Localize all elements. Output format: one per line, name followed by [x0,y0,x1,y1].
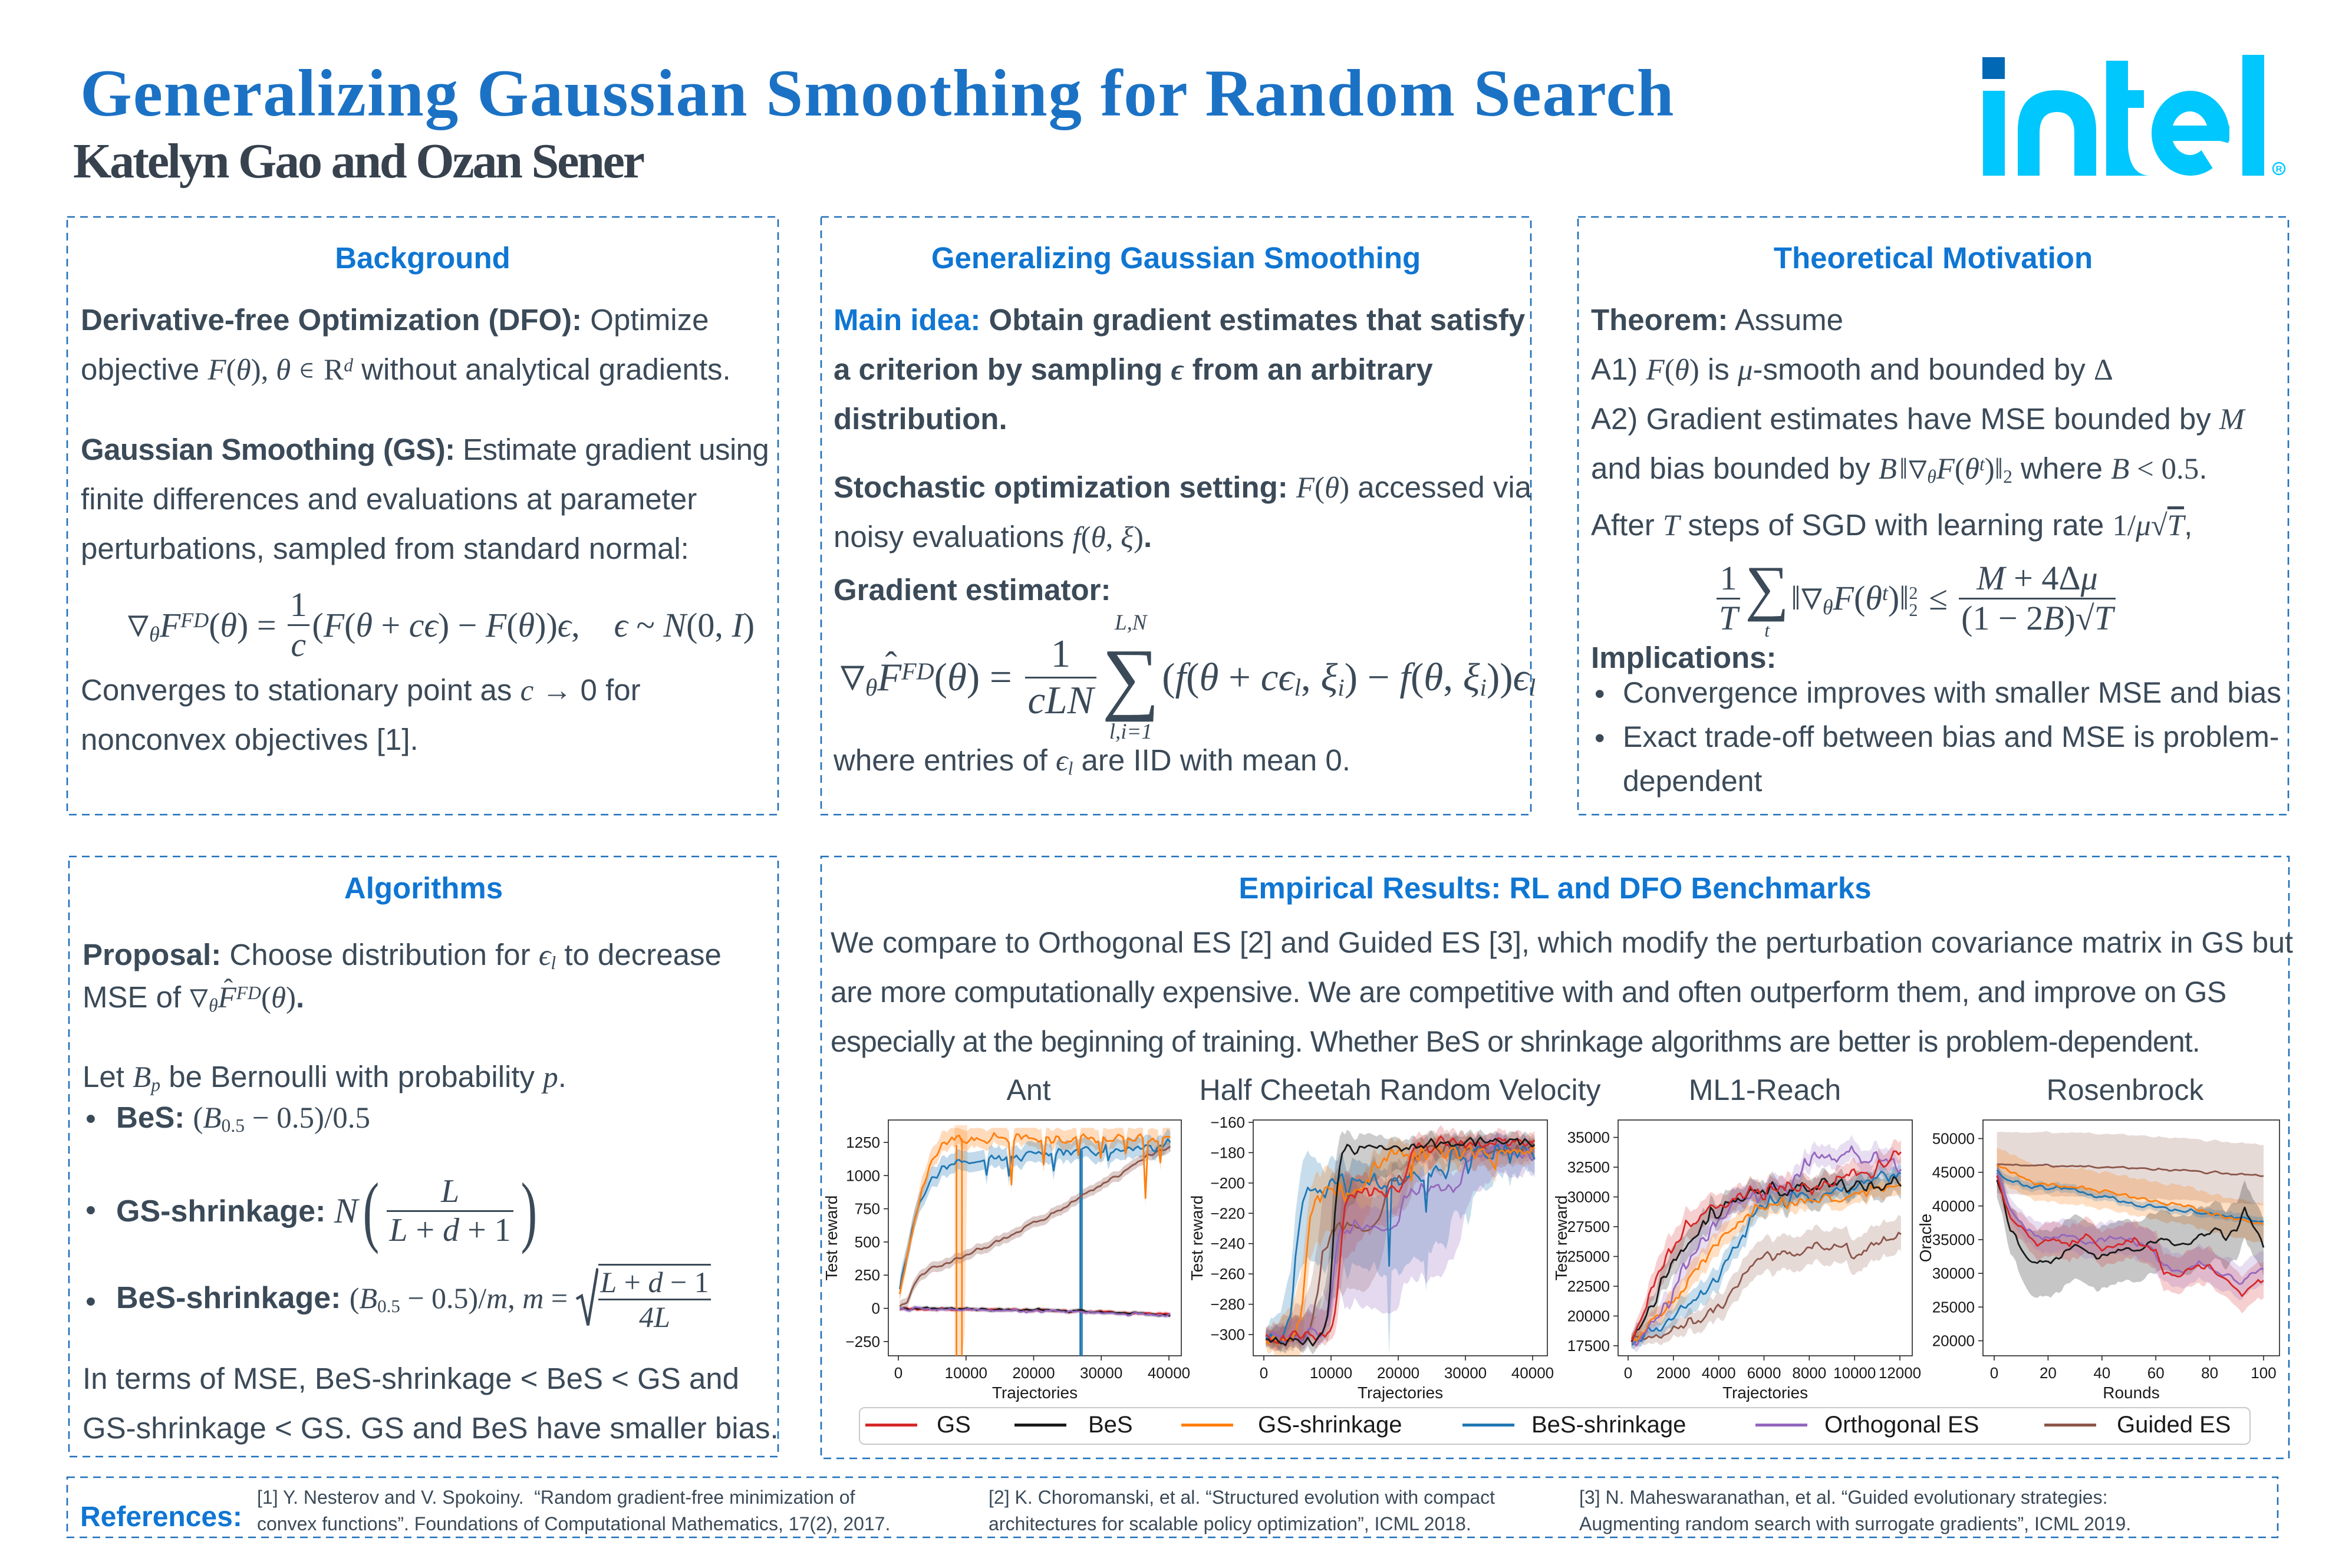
svg-text:1000: 1000 [846,1167,880,1184]
svg-text:6000: 6000 [1747,1364,1781,1382]
svg-text:25000: 25000 [1567,1248,1610,1266]
svg-text:Trajectories: Trajectories [1722,1383,1808,1402]
svg-text:Oracle: Oracle [1916,1214,1935,1262]
svg-text:20: 20 [2040,1364,2057,1382]
svg-text:Test reward: Test reward [1188,1195,1206,1281]
svg-text:20000: 20000 [1377,1364,1419,1382]
svg-text:35000: 35000 [1567,1129,1610,1147]
svg-text:500: 500 [855,1233,880,1251]
svg-text:50000: 50000 [1932,1130,1975,1148]
svg-text:Test reward: Test reward [1552,1195,1570,1281]
svg-text:−200: −200 [1210,1174,1245,1192]
svg-text:−240: −240 [1210,1235,1245,1253]
svg-text:−180: −180 [1210,1144,1245,1161]
svg-text:27500: 27500 [1567,1218,1610,1236]
svg-text:45000: 45000 [1932,1164,1975,1181]
svg-text:100: 100 [2251,1364,2276,1382]
svg-text:30000: 30000 [1932,1264,1975,1282]
svg-text:1250: 1250 [846,1134,880,1151]
svg-text:R: R [2276,164,2282,174]
svg-text:−220: −220 [1210,1204,1245,1222]
svg-text:−250: −250 [845,1333,880,1350]
svg-text:32500: 32500 [1567,1158,1610,1176]
svg-text:40000: 40000 [1932,1197,1975,1215]
svg-text:30000: 30000 [1444,1364,1487,1382]
svg-text:250: 250 [855,1266,880,1284]
svg-text:20000: 20000 [1932,1332,1975,1350]
svg-text:−280: −280 [1210,1296,1245,1313]
svg-text:22500: 22500 [1567,1277,1610,1295]
svg-text:4000: 4000 [1702,1364,1736,1382]
svg-text:10000: 10000 [945,1364,987,1382]
svg-text:30000: 30000 [1567,1188,1610,1206]
svg-text:10000: 10000 [1833,1364,1876,1382]
svg-text:40000: 40000 [1148,1364,1190,1382]
svg-text:60: 60 [2147,1364,2165,1382]
svg-text:ML1-Reach: ML1-Reach [1689,1073,1841,1106]
svg-text:10000: 10000 [1310,1364,1352,1382]
svg-text:−300: −300 [1210,1326,1245,1343]
svg-text:20000: 20000 [1012,1364,1055,1382]
svg-text:25000: 25000 [1932,1298,1975,1316]
svg-text:0: 0 [1624,1364,1632,1382]
svg-text:17500: 17500 [1567,1337,1610,1355]
svg-text:80: 80 [2201,1364,2218,1382]
svg-text:Rosenbrock: Rosenbrock [2047,1073,2205,1106]
svg-text:30000: 30000 [1080,1364,1122,1382]
svg-text:35000: 35000 [1932,1231,1975,1249]
svg-text:−160: −160 [1210,1114,1245,1131]
svg-text:8000: 8000 [1792,1364,1826,1382]
svg-text:0: 0 [1990,1364,1998,1382]
svg-text:40000: 40000 [1511,1364,1554,1382]
svg-text:2000: 2000 [1656,1364,1691,1382]
svg-text:750: 750 [855,1200,880,1218]
svg-text:Trajectories: Trajectories [1358,1383,1443,1402]
svg-text:40: 40 [2093,1364,2110,1382]
svg-text:20000: 20000 [1567,1307,1610,1325]
svg-text:0: 0 [1260,1364,1268,1382]
svg-text:Half Cheetah Random Velocity: Half Cheetah Random Velocity [1200,1073,1601,1106]
svg-text:12000: 12000 [1879,1364,1921,1382]
svg-text:Rounds: Rounds [2103,1383,2160,1402]
svg-text:Trajectories: Trajectories [992,1383,1078,1402]
svg-text:0: 0 [894,1364,902,1382]
svg-text:0: 0 [872,1300,880,1317]
svg-text:Ant: Ant [1006,1073,1050,1106]
svg-text:Test reward: Test reward [822,1195,841,1281]
svg-text:−260: −260 [1210,1265,1245,1283]
